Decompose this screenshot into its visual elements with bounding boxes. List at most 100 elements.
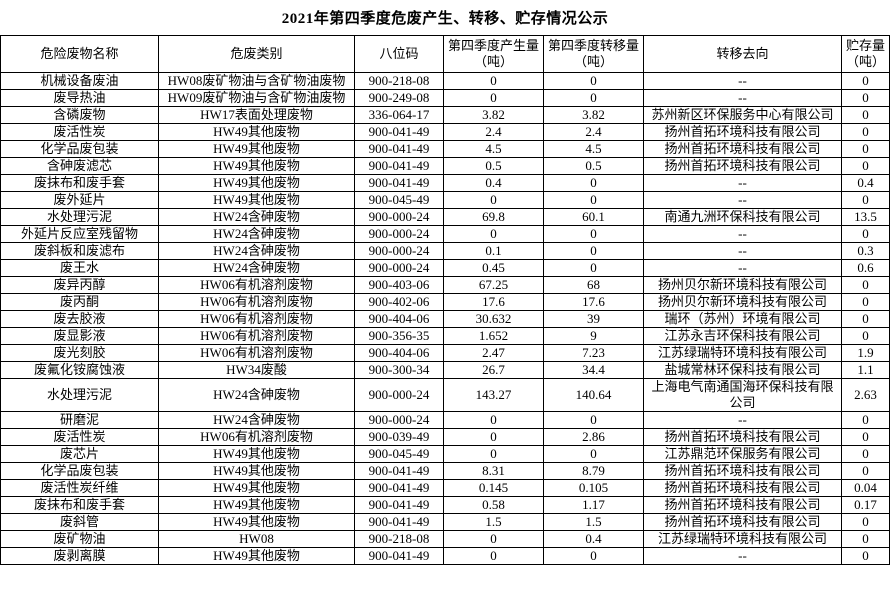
cell-code: 900-402-06 xyxy=(354,293,444,311)
cell-storage: 0 xyxy=(841,140,890,158)
cell-category: HW08废矿物油与含矿物油废物 xyxy=(158,72,355,90)
cell-produced: 1.5 xyxy=(443,512,544,531)
page-title: 2021年第四季度危废产生、转移、贮存情况公示 xyxy=(281,11,609,27)
cell-storage: 0.6 xyxy=(841,259,890,277)
cell-name: 废芯片 xyxy=(0,444,159,463)
cell-storage: 0 xyxy=(841,310,890,328)
cell-destination: -- xyxy=(643,89,842,107)
table-row: 研磨泥 HW24含砷废物 900-000-24 0 0 -- 0 xyxy=(0,410,890,429)
cell-code: 900-045-49 xyxy=(354,444,444,463)
table-row: 废剥离膜 HW49其他废物 900-041-49 0 0 -- 0 xyxy=(0,546,890,565)
cell-destination: 盐城常林环保科技有限公司 xyxy=(643,361,842,379)
cell-produced: 17.6 xyxy=(443,293,544,311)
cell-category: HW49其他废物 xyxy=(158,174,355,192)
cell-name: 水处理污泥 xyxy=(0,208,159,226)
cell-transferred: 0 xyxy=(543,410,644,429)
cell-code: 900-404-06 xyxy=(354,344,444,362)
cell-destination: 南通九洲环保科技有限公司 xyxy=(643,208,842,226)
cell-transferred: 0 xyxy=(543,89,644,107)
cell-name: 废矿物油 xyxy=(0,529,159,548)
cell-produced: 0.1 xyxy=(443,242,544,260)
cell-storage: 0 xyxy=(841,191,890,209)
cell-category: HW49其他废物 xyxy=(158,478,355,497)
cell-code: 900-000-24 xyxy=(354,378,444,412)
cell-destination: 江苏绿瑞特环境科技有限公司 xyxy=(643,529,842,548)
table-body: 机械设备废油 HW08废矿物油与含矿物油废物 900-218-08 0 0 -- 0 废导热油… xyxy=(0,72,890,565)
cell-produced: 0 xyxy=(443,72,544,90)
cell-transferred: 0 xyxy=(543,546,644,565)
column-header-category: 危废类别 xyxy=(158,35,355,73)
table-row: 废氟化铵腐蚀液 HW34废酸 900-300-34 26.7 34.4 盐城常林环保科技有… xyxy=(0,361,890,379)
cell-storage: 0 xyxy=(841,529,890,548)
cell-code: 900-403-06 xyxy=(354,276,444,294)
cell-destination: 上海电气南通国海环保科技有限公司 xyxy=(643,378,842,412)
cell-produced: 0.5 xyxy=(443,157,544,175)
cell-code: 900-041-49 xyxy=(354,174,444,192)
cell-storage: 0 xyxy=(841,410,890,429)
cell-transferred: 0 xyxy=(543,191,644,209)
cell-transferred: 1.5 xyxy=(543,512,644,531)
cell-code: 900-041-49 xyxy=(354,495,444,514)
column-header-code: 八位码 xyxy=(354,35,444,73)
cell-name: 废活性炭 xyxy=(0,123,159,141)
cell-storage: 0 xyxy=(841,444,890,463)
cell-produced: 2.4 xyxy=(443,123,544,141)
cell-category: HW34废酸 xyxy=(158,361,355,379)
cell-name: 废抹布和废手套 xyxy=(0,174,159,192)
cell-transferred: 68 xyxy=(543,276,644,294)
cell-name: 废剥离膜 xyxy=(0,546,159,565)
cell-storage: 0 xyxy=(841,72,890,90)
cell-category: HW49其他废物 xyxy=(158,495,355,514)
cell-transferred: 0 xyxy=(543,242,644,260)
cell-destination: 江苏鼎范环保服务有限公司 xyxy=(643,444,842,463)
cell-name: 水处理污泥 xyxy=(0,378,159,412)
cell-storage: 0 xyxy=(841,89,890,107)
column-header-transferred: 第四季度转移量 （吨） xyxy=(543,35,644,73)
column-header-destination: 转移去向 xyxy=(643,35,842,73)
table-row: 废斜板和废滤布 HW24含砷废物 900-000-24 0.1 0 -- 0.3 xyxy=(0,242,890,260)
cell-produced: 26.7 xyxy=(443,361,544,379)
cell-code: 900-404-06 xyxy=(354,310,444,328)
cell-category: HW17表面处理废物 xyxy=(158,106,355,124)
cell-name: 废导热油 xyxy=(0,89,159,107)
cell-storage: 0.04 xyxy=(841,478,890,497)
cell-storage: 0 xyxy=(841,276,890,294)
cell-name: 废丙酮 xyxy=(0,293,159,311)
cell-name: 化学品废包装 xyxy=(0,140,159,158)
cell-destination: -- xyxy=(643,225,842,243)
cell-destination: 江苏永吉环保科技有限公司 xyxy=(643,327,842,345)
table-row: 化学品废包装 HW49其他废物 900-041-49 4.5 4.5 扬州首拓环境科技有限… xyxy=(0,140,890,158)
cell-produced: 0 xyxy=(443,89,544,107)
cell-code: 900-000-24 xyxy=(354,410,444,429)
cell-produced: 0 xyxy=(443,444,544,463)
cell-transferred: 0 xyxy=(543,225,644,243)
cell-code: 900-000-24 xyxy=(354,208,444,226)
cell-category: HW06有机溶剂废物 xyxy=(158,293,355,311)
cell-produced: 0 xyxy=(443,191,544,209)
table-row: 含砷废滤芯 HW49其他废物 900-041-49 0.5 0.5 扬州首拓环境科技有限公… xyxy=(0,157,890,175)
table-row: 废去胶液 HW06有机溶剂废物 900-404-06 30.632 39 瑞环（苏州）环境… xyxy=(0,310,890,328)
cell-produced: 0 xyxy=(443,410,544,429)
cell-name: 废活性炭纤维 xyxy=(0,478,159,497)
cell-transferred: 0 xyxy=(543,259,644,277)
cell-category: HW08 xyxy=(158,529,355,548)
cell-storage: 1.1 xyxy=(841,361,890,379)
cell-produced: 8.31 xyxy=(443,461,544,480)
cell-name: 机械设备废油 xyxy=(0,72,159,90)
cell-produced: 0.45 xyxy=(443,259,544,277)
cell-transferred: 0 xyxy=(543,174,644,192)
cell-storage: 0 xyxy=(841,106,890,124)
cell-destination: -- xyxy=(643,72,842,90)
cell-storage: 0 xyxy=(841,293,890,311)
hazardous-waste-table: 危险废物名称 危废类别 八位码 第四季度产生量 （吨） 第四季度转移量 （吨） 转移去向贮… xyxy=(0,35,890,565)
cell-transferred: 1.17 xyxy=(543,495,644,514)
cell-destination: 扬州首拓环境科技有限公司 xyxy=(643,427,842,446)
cell-category: HW49其他废物 xyxy=(158,191,355,209)
table-row: 废外延片 HW49其他废物 900-045-49 0 0 -- 0 xyxy=(0,191,890,209)
cell-destination: -- xyxy=(643,410,842,429)
cell-produced: 0 xyxy=(443,427,544,446)
cell-name: 废显影液 xyxy=(0,327,159,345)
cell-name: 研磨泥 xyxy=(0,410,159,429)
cell-storage: 0 xyxy=(841,123,890,141)
